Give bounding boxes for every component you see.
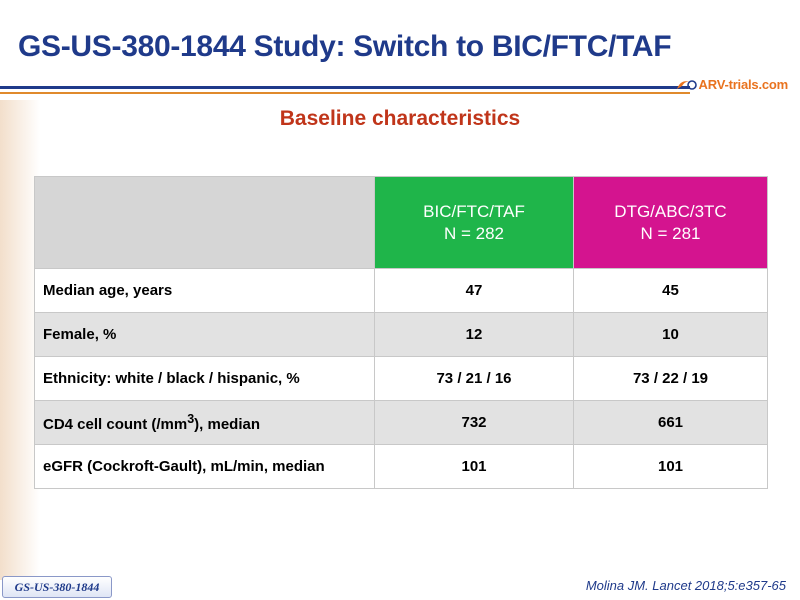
row-label-female: Female, %: [34, 312, 375, 357]
table-row: CD4 cell count (/mm3), median 732 661: [34, 400, 768, 445]
study-badge: GS-US-380-1844: [2, 576, 112, 598]
row-label-egfr: eGFR (Cockroft-Gault), mL/min, median: [34, 444, 375, 489]
header-dtg-name: DTG/ABC/3TC: [614, 201, 727, 221]
header-dtg-n: N = 281: [640, 223, 701, 243]
table-row: Median age, years 47 45: [34, 268, 768, 313]
row-label-median-age: Median age, years: [34, 268, 375, 313]
title-underline-orange: [0, 92, 690, 94]
row-value-dtg: 73 / 22 / 19: [573, 356, 768, 401]
slide-title: GS-US-380-1844 Study: Switch to BIC/FTC/…: [18, 30, 672, 63]
cd4-label-post: ), median: [194, 416, 261, 433]
header-blank-cell: [34, 176, 375, 269]
row-value-dtg: 101: [573, 444, 768, 489]
row-value-bic: 73 / 21 / 16: [374, 356, 574, 401]
table-row: eGFR (Cockroft-Gault), mL/min, median 10…: [34, 444, 768, 489]
header-bic-name: BIC/FTC/TAF: [423, 201, 525, 221]
logo-text: ARV-trials.com: [698, 77, 789, 92]
row-value-bic: 47: [374, 268, 574, 313]
header-bic-n: N = 282: [443, 223, 504, 243]
cd4-label-pre: CD4 cell count (/mm: [43, 416, 188, 433]
cd4-label-sup: 3: [187, 412, 195, 426]
row-value-dtg: 10: [573, 312, 768, 357]
title-underline-blue: [0, 86, 690, 89]
row-value-bic: 732: [374, 400, 574, 445]
row-value-dtg: 661: [573, 400, 768, 445]
row-value-dtg: 45: [573, 268, 768, 313]
table-row: Female, % 12 10: [34, 312, 768, 357]
header-bic-ftc-taf: BIC/FTC/TAF N = 282: [374, 176, 574, 269]
row-value-bic: 101: [374, 444, 574, 489]
header-dtg-abc-3tc: DTG/ABC/3TC N = 281: [573, 176, 768, 269]
row-label-cd4-count: CD4 cell count (/mm3), median: [34, 400, 375, 445]
section-subtitle: Baseline characteristics: [279, 107, 521, 130]
row-value-bic: 12: [374, 312, 574, 357]
arv-swoosh-icon: [676, 79, 697, 90]
table-row: Ethnicity: white / black / hispanic, % 7…: [34, 356, 768, 401]
citation: Molina JM. Lancet 2018;5:e357-65: [585, 578, 786, 593]
arv-trials-logo: ARV-trials.com: [675, 77, 788, 92]
row-label-ethnicity: Ethnicity: white / black / hispanic, %: [34, 356, 375, 401]
decorative-side-gradient: [0, 100, 40, 580]
table-header-row: BIC/FTC/TAF N = 282 DTG/ABC/3TC N = 281: [34, 176, 768, 269]
baseline-characteristics-table: BIC/FTC/TAF N = 282 DTG/ABC/3TC N = 281 …: [34, 176, 768, 489]
